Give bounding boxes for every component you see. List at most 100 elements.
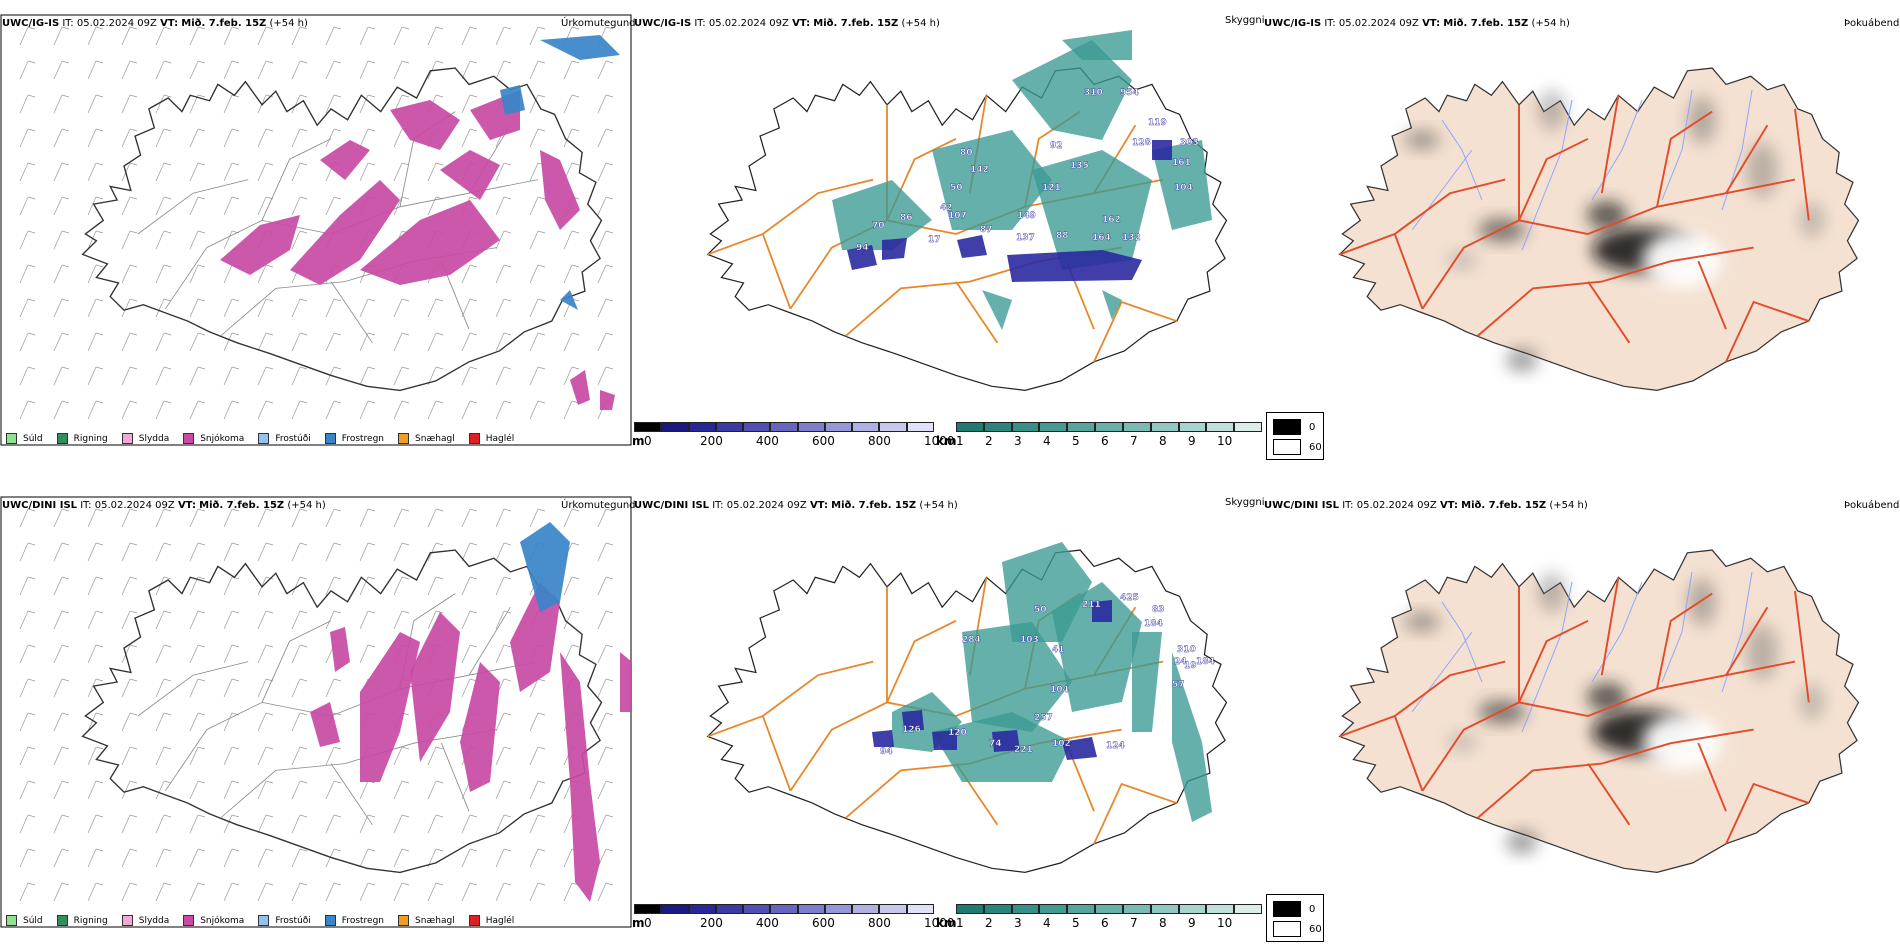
visibility-tick: 8 (1159, 916, 1167, 930)
visibility-color-step (1234, 422, 1262, 432)
precip-panel: UWC/IG-IS IT: 05.02.2024 09Z VT: Mið. 7.… (0, 0, 636, 450)
legend-label: Snæhagl (415, 433, 455, 444)
ceiling-color-step (634, 422, 662, 432)
precip-legend-item: Súld (6, 915, 43, 926)
iceland-coastline (706, 549, 1228, 874)
map-header: UWC/IG-IS IT: 05.02.2024 09Z VT: Mið. 7.… (1264, 18, 1570, 29)
ceiling-label: 162 (1102, 215, 1121, 225)
rivers (1411, 571, 1753, 733)
road-network (1339, 577, 1810, 845)
header-model: UWC/IG-IS (634, 18, 692, 29)
legend-label: Frostúði (275, 433, 311, 444)
legend-label: Frostregn (341, 915, 385, 926)
precip-legend-item: Frostregn (324, 915, 385, 926)
visibility-color-step (1206, 422, 1235, 432)
ceiling-label: 120 (948, 728, 967, 738)
fog-legend-item: 60 (1273, 921, 1322, 937)
header-it-label: IT: (62, 18, 74, 29)
ceiling-label: 70 (872, 221, 885, 231)
visibility-color-step (1150, 904, 1179, 914)
visibility-tick: 2 (985, 434, 993, 448)
header-vt-label: VT: (1422, 18, 1441, 29)
legend-label: Haglél (485, 433, 515, 444)
ceiling-color-step (797, 422, 825, 432)
header-vt-label: VT: (809, 500, 828, 511)
ceiling-color-step (688, 422, 716, 432)
header-it-value: 05.02.2024 09Z (726, 500, 807, 511)
fog-legend: 0 60 (1266, 412, 1324, 460)
ceiling-label: 954 (1120, 88, 1139, 98)
ceiling-color-step (879, 904, 907, 914)
fog-legend-swatch (1273, 921, 1301, 937)
legend-swatch (121, 915, 133, 926)
visibility-tick: 4 (1043, 434, 1051, 448)
ceiling-color-step (715, 904, 744, 914)
legend-swatch (6, 915, 17, 926)
header-model: UWC/DINI ISL (1264, 500, 1340, 511)
ceiling-label: 303 (1180, 138, 1199, 148)
ceiling-label: 103 (1020, 635, 1039, 645)
ceiling-label: 92 (1050, 141, 1063, 151)
precip-map (0, 14, 632, 446)
legend-label: Rigning (73, 433, 108, 444)
legend-swatch (6, 433, 17, 444)
ceiling-label: 88 (1056, 231, 1069, 241)
ceiling-colorbar: m 0 200 400 600 800 1000 (632, 420, 955, 450)
fog-panel: UWC/DINI ISL IT: 05.02.2024 09Z VT: Mið.… (1262, 482, 1900, 932)
fog-legend-item: 0 (1273, 901, 1315, 917)
visibility-tick: 1 (956, 916, 964, 930)
ceiling-label: 104 (1174, 183, 1193, 193)
fog-legend-label: 0 (1309, 903, 1316, 915)
header-it-value: 05.02.2024 09Z (76, 18, 157, 29)
ceiling-label: 310 (1084, 88, 1103, 98)
header-model: UWC/DINI ISL (2, 500, 78, 511)
ceiling-label: 102 (1052, 739, 1071, 749)
visibility-color-step (1039, 422, 1068, 432)
cloud-panel: 211 425 83 184 50 284 103 310 24 19 184 41 57 104 257 1… (632, 482, 1265, 932)
visibility-color-step (1122, 904, 1151, 914)
map-header: UWC/IG-IS IT: 05.02.2024 09Z VT: Mið. 7.… (2, 18, 308, 29)
fog-legend: 0 60 (1266, 894, 1324, 942)
legend-label: Slydda (138, 433, 170, 444)
legend-label: Súld (23, 915, 43, 926)
visibility-color-step (1122, 422, 1151, 432)
legend-swatch (56, 433, 68, 444)
visibility-color-step (1178, 422, 1207, 432)
legend-label: Frostregn (341, 433, 385, 444)
visibility-tick: 5 (1072, 916, 1080, 930)
header-lead: (+54 h) (1549, 500, 1588, 511)
header-it-value: 05.02.2024 09Z (1356, 500, 1437, 511)
visibility-tick: 8 (1159, 434, 1167, 448)
ceiling-label: 74 (989, 739, 1002, 749)
legend-swatch (324, 433, 336, 444)
header-vt-value: Mið. 7.feb. 15Z (813, 18, 899, 29)
ceiling-tick: 1000 (924, 434, 955, 448)
ceiling-label: 126 (902, 725, 921, 735)
visibility-color-step (1150, 422, 1179, 432)
precip-legend-item: Haglél (468, 915, 514, 926)
ceiling-label: 24 (1174, 657, 1187, 667)
ceiling-tick: 800 (868, 916, 891, 930)
visibility-tick: 3 (1014, 916, 1022, 930)
ceiling-label: 94 (856, 243, 869, 253)
precip-legend: Súld Rigning Slydda Snjókoma Frostúði Frostre… (6, 433, 528, 444)
ceiling-color-step (879, 422, 907, 432)
legend-swatch (258, 433, 270, 444)
header-vt-value: Mið. 7.feb. 15Z (831, 500, 917, 511)
visibility-unit: km (936, 916, 957, 930)
visibility-tick: 10 (1217, 916, 1233, 930)
legend-label: Snæhagl (415, 915, 455, 926)
header-it-label: IT: (694, 18, 706, 29)
ceiling-tick: 0 (644, 434, 652, 448)
ceiling-label: 42 (940, 203, 953, 213)
map-header: UWC/DINI ISL IT: 05.02.2024 09Z VT: Mið.… (2, 500, 326, 511)
low-ceiling-areas (847, 140, 1172, 282)
map-header: UWC/DINI ISL IT: 05.02.2024 09Z VT: Mið.… (1264, 500, 1588, 511)
legend-swatch (183, 915, 195, 926)
precip-legend-item: Snæhagl (398, 915, 455, 926)
ceiling-color-step (797, 904, 825, 914)
legend-label: Snjókoma (200, 915, 245, 926)
legend-swatch (121, 433, 133, 444)
visibility-color-step (956, 422, 984, 432)
